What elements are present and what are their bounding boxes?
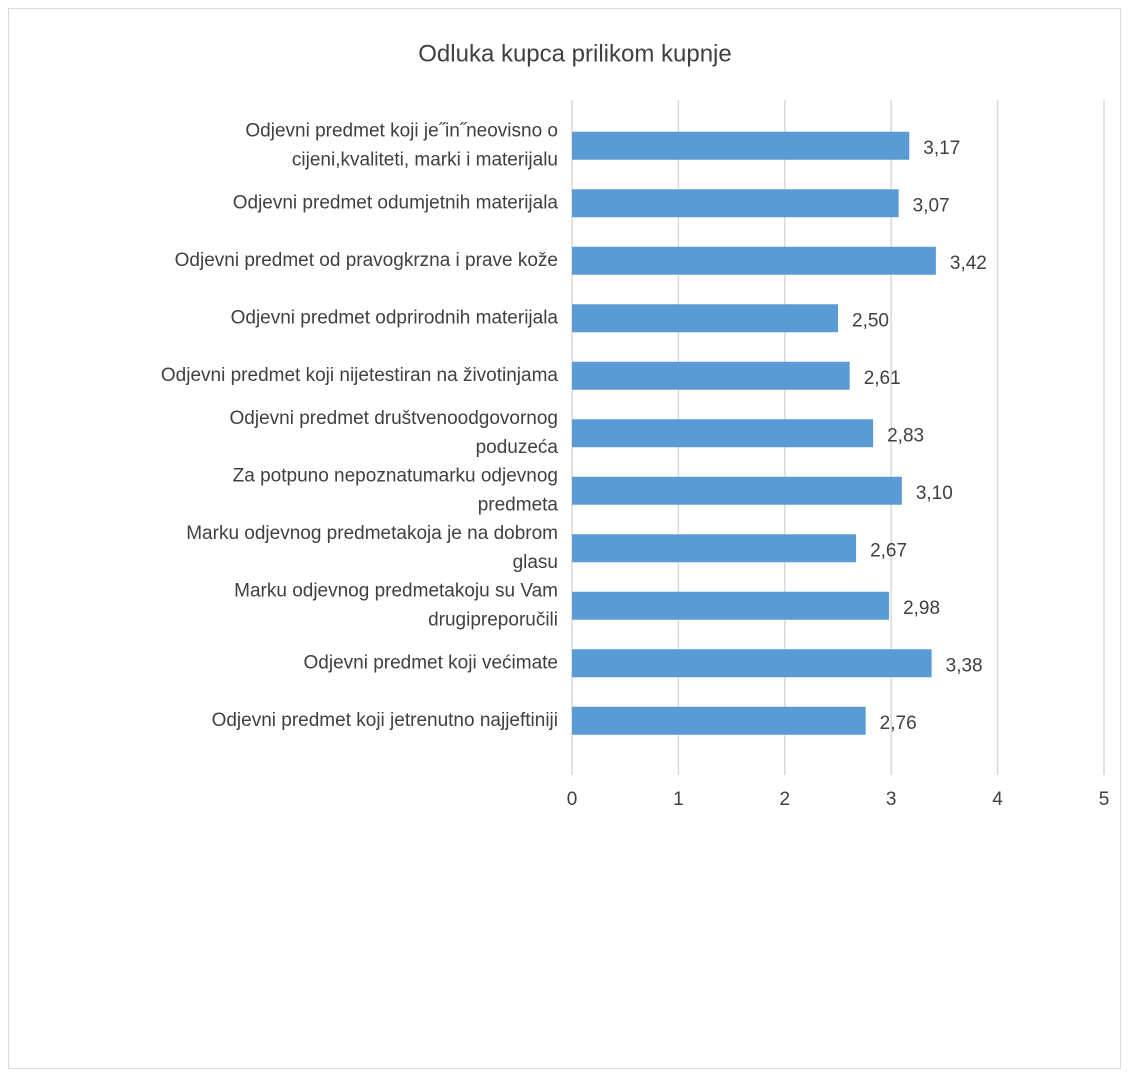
bar: [572, 534, 857, 563]
data-label: 2,50: [852, 310, 889, 331]
data-label: 2,76: [880, 713, 917, 734]
data-label: 3,07: [913, 195, 950, 216]
x-tick-label: 2: [780, 789, 791, 810]
data-label: 3,10: [916, 483, 953, 504]
y-tick-label: Odjevni predmet koji većimate: [304, 652, 559, 673]
x-tick-label: 0: [567, 789, 578, 810]
chart-border: [8, 8, 1121, 1069]
bar: [572, 131, 910, 160]
y-tick-label: Odjevni predmet koji jetrenutno najjefti…: [212, 710, 558, 731]
bar: [572, 419, 874, 448]
y-tick-label: Odjevni predmet odumjetnih materijala: [233, 192, 559, 213]
y-tick-label: Odjevni predmet koji je˝in˝neovisno o cij…: [245, 120, 558, 170]
x-tick-label: 3: [886, 789, 897, 810]
x-tick-label: 5: [1099, 789, 1110, 810]
data-label: 3,42: [950, 253, 987, 274]
y-tick-label: Marku odjevnog predmetakoju su Vam drugip…: [234, 580, 558, 630]
bar: [572, 476, 902, 505]
data-label: 3,17: [923, 138, 960, 159]
bar: [572, 649, 932, 678]
data-label: 2,61: [864, 368, 901, 389]
y-tick-label: Odjevni predmet odprirodnih materijala: [231, 307, 559, 328]
y-tick-label: Za potpuno nepoznatumarku odjevnog predme…: [233, 465, 559, 515]
y-tick-label: Marku odjevnog predmetakoja je na dobrom…: [186, 523, 558, 573]
x-tick-label: 1: [673, 789, 684, 810]
bar: [572, 591, 890, 620]
chart-title: Odluka kupca prilikom kupnje: [418, 40, 732, 67]
data-label: 2,67: [870, 540, 907, 561]
data-label: 2,98: [903, 598, 940, 619]
y-tick-label: Odjevni predmet društvenoodgovornog poduz…: [230, 408, 559, 458]
bar: [572, 706, 866, 735]
y-tick-label: Odjevni predmet od pravogkrzna i prave k…: [175, 250, 558, 271]
bar: [572, 361, 850, 390]
data-label: 2,83: [887, 425, 924, 446]
x-tick-label: 4: [992, 789, 1003, 810]
data-label: 3,38: [946, 655, 983, 676]
bar: [572, 246, 936, 275]
bar: [572, 189, 899, 218]
y-tick-label: Odjevni predmet koji nijetestiran na živ…: [161, 365, 559, 386]
bar: [572, 304, 838, 333]
